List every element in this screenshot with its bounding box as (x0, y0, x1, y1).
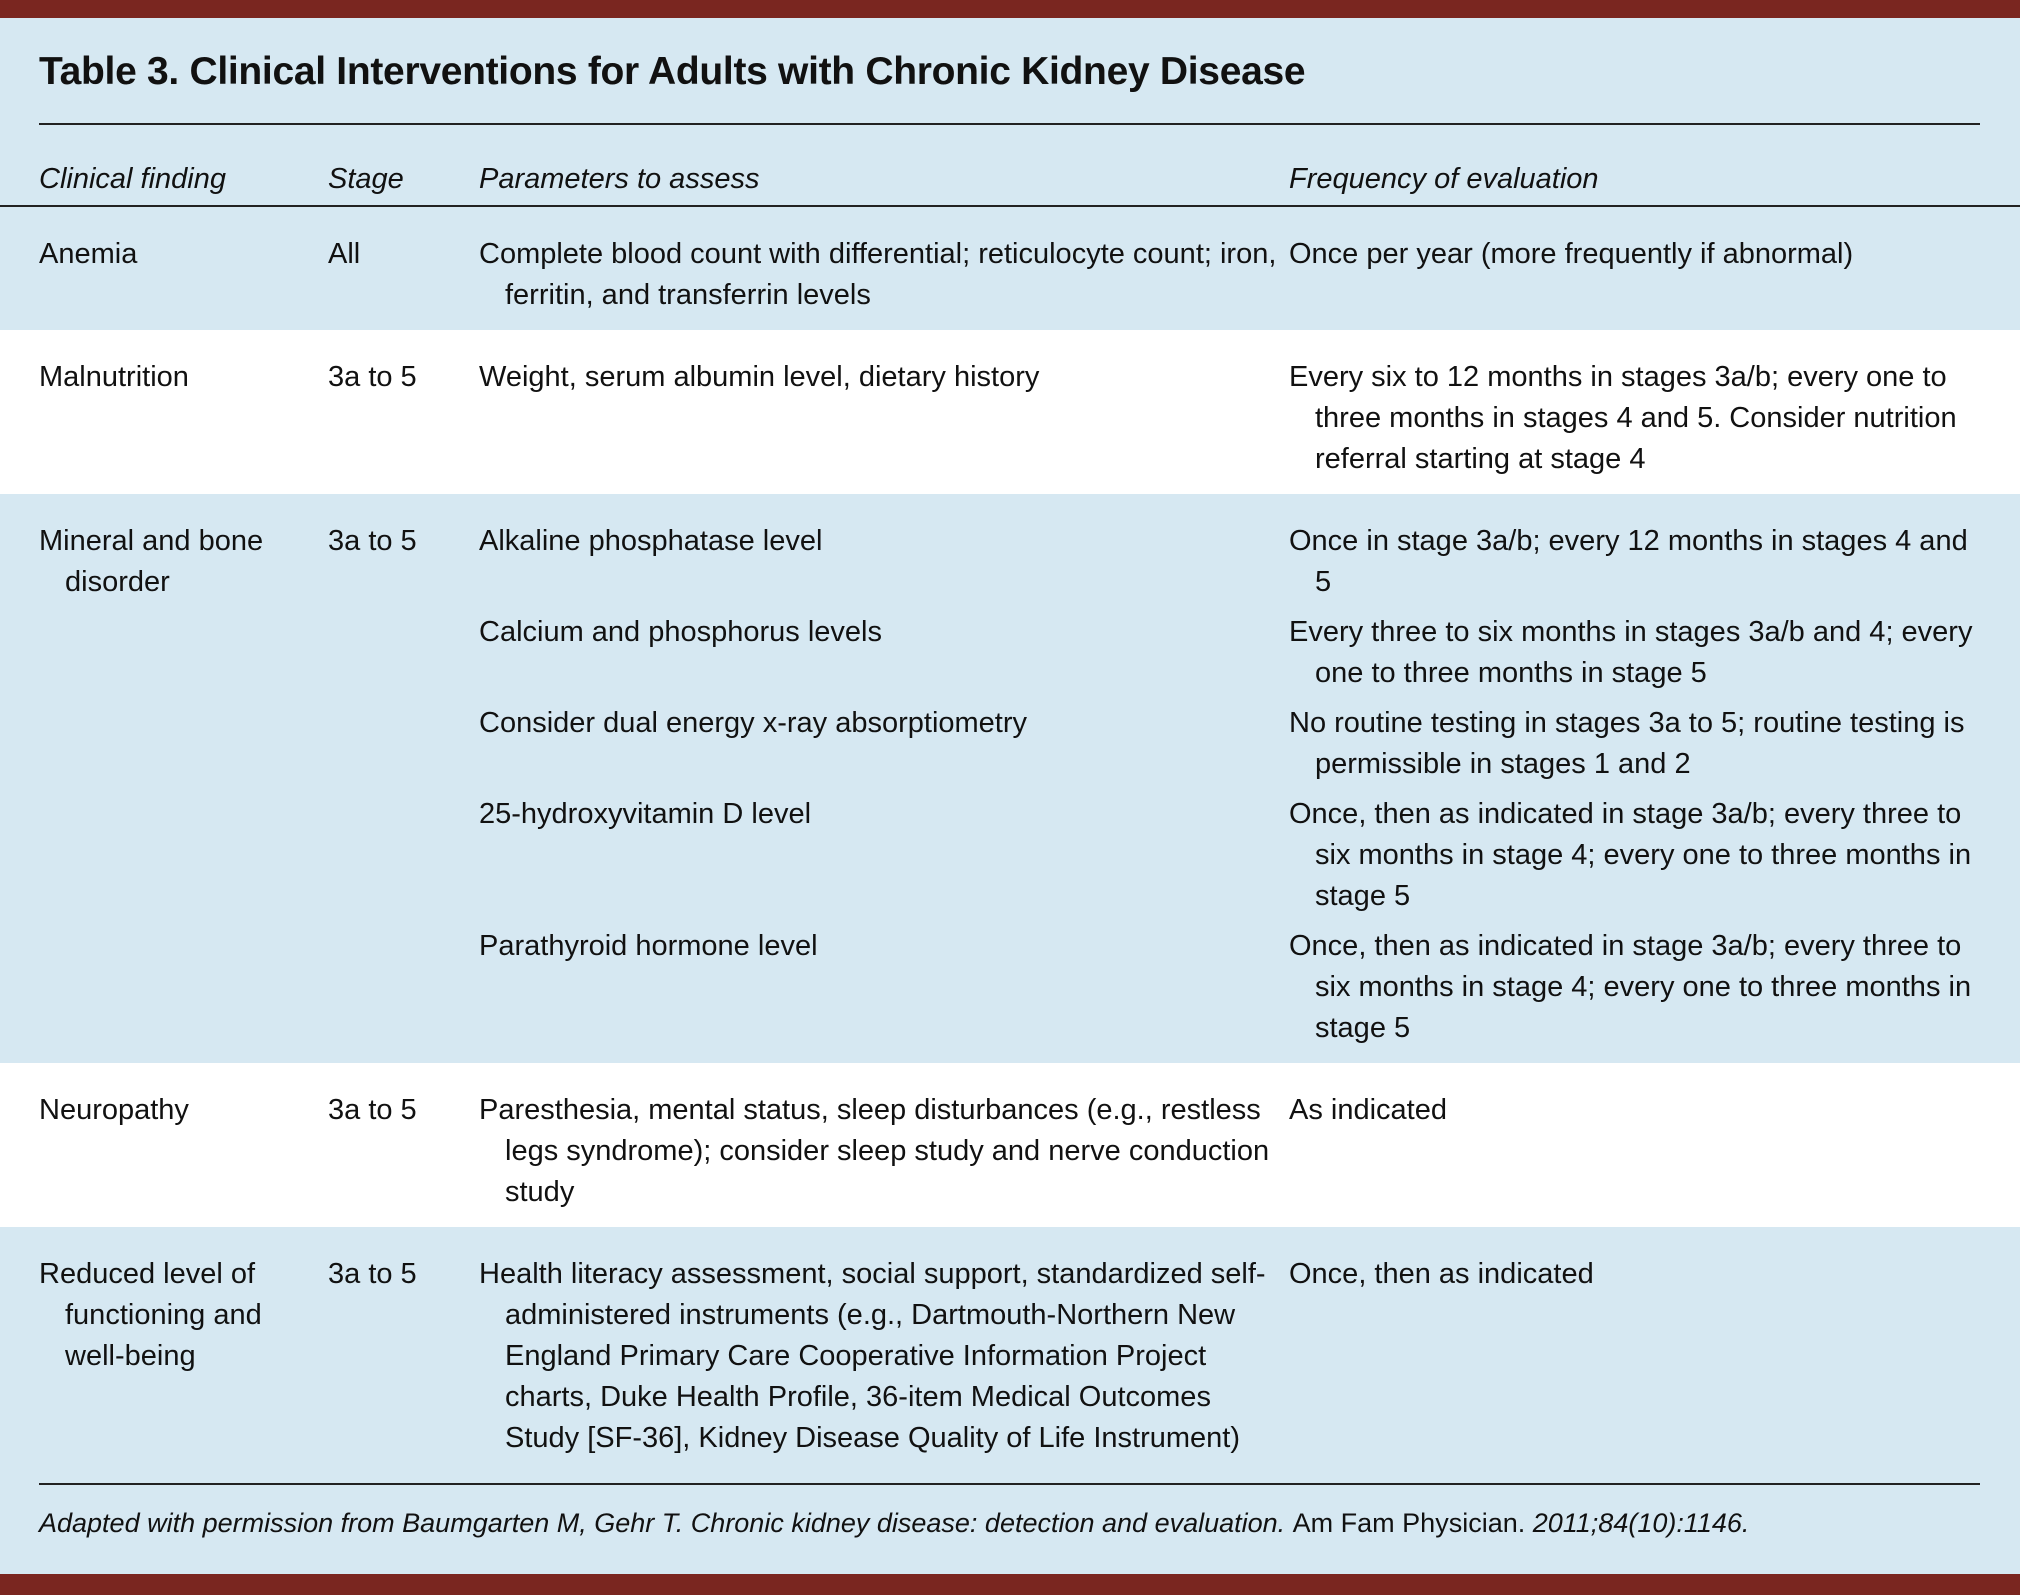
parameter: Health literacy assessment, social suppo… (479, 1258, 1266, 1454)
header-parameters: Parameters to assess (479, 154, 1289, 207)
bottom-band (0, 1574, 2020, 1595)
frequency: Once, then as indicated (1289, 1258, 1594, 1290)
clinical-finding-cell: Anemia (0, 206, 328, 330)
table-title: Table 3. Clinical Interventions for Adul… (39, 50, 1306, 93)
footnote-text: Adapted with permission from Baumgarten … (39, 1508, 1293, 1538)
top-band (0, 0, 2020, 18)
stage: 3a to 5 (328, 1258, 417, 1290)
stage-cell: 3a to 5 (328, 1063, 479, 1227)
stage: All (328, 238, 361, 270)
footnote: Adapted with permission from Baumgarten … (39, 1508, 1749, 1539)
parameter-cell: Calcium and phosphorus levels (479, 612, 1289, 703)
table-row: Anemia All Complete blood count with diffe… (0, 206, 2020, 330)
frequency-cell: Once, then as indicated in stage 3a/b; e… (1289, 794, 2020, 926)
footnote-citation: 2011;84(10):1146. (1525, 1508, 1750, 1538)
frequency: Once per year (more frequently if abnorm… (1289, 238, 1854, 270)
table-row: Neuropathy 3a to 5 Paresthesia, mental sta… (0, 1063, 2020, 1227)
header-clinical-finding: Clinical finding (0, 154, 328, 207)
footnote-journal: Am Fam Physician. (1292, 1508, 1526, 1538)
clinical-finding-cell: Neuropathy (0, 1063, 328, 1227)
frequency: Once, then as indicated in stage 3a/b; e… (1289, 930, 1972, 1044)
parameter: Paresthesia, mental status, sleep distur… (479, 1094, 1270, 1208)
header-stage: Stage (328, 154, 479, 207)
parameter-cell: Alkaline phosphatase level (479, 494, 1289, 612)
frequency: Every three to six months in stages 3a/b… (1289, 616, 1973, 689)
header-row: Clinical finding Stage Parameters to ass… (0, 154, 2020, 207)
clinical-finding: Malnutrition (39, 361, 189, 393)
frequency-cell: As indicated (1289, 1063, 2020, 1227)
table-row: Reduced level of functioning and well-be… (0, 1227, 2020, 1473)
parameter-cell: Health literacy assessment, social suppo… (479, 1227, 1289, 1473)
parameter: Alkaline phosphatase level (479, 525, 823, 557)
frequency: No routine testing in stages 3a to 5; ro… (1289, 707, 1965, 780)
frequency-cell: Once in stage 3a/b; every 12 months in s… (1289, 494, 2020, 612)
table-row: Malnutrition 3a to 5 Weight, serum albumin… (0, 330, 2020, 494)
stage-cell: 3a to 5 (328, 330, 479, 494)
stage-cell: All (328, 206, 479, 330)
parameter: Calcium and phosphorus levels (479, 616, 882, 648)
frequency-cell: No routine testing in stages 3a to 5; ro… (1289, 703, 2020, 794)
clinical-finding-cell: Mineral and bone disorder (0, 494, 328, 1063)
parameter-cell: 25-hydroxyvitamin D level (479, 794, 1289, 926)
parameter: Parathyroid hormone level (479, 930, 818, 962)
clinical-finding: Mineral and bone disorder (39, 525, 264, 598)
title-rule (39, 123, 1980, 125)
parameter-cell: Parathyroid hormone level (479, 926, 1289, 1063)
stage: 3a to 5 (328, 361, 417, 393)
table-row: Mineral and bone disorder 3a to 5 Alkaline… (0, 494, 2020, 1063)
parameter-cell: Consider dual energy x-ray absorptiometr… (479, 703, 1289, 794)
header-frequency: Frequency of evaluation (1289, 154, 2020, 207)
bottom-rule (39, 1483, 1980, 1485)
interventions-table: Clinical finding Stage Parameters to ass… (0, 154, 2020, 1473)
frequency-cell: Once, then as indicated (1289, 1227, 2020, 1473)
stage: 3a to 5 (328, 525, 417, 557)
clinical-finding-cell: Malnutrition (0, 330, 328, 494)
stage-cell: 3a to 5 (328, 1227, 479, 1473)
parameter-cell: Complete blood count with differential; … (479, 206, 1289, 330)
frequency: Every six to 12 months in stages 3a/b; e… (1289, 361, 1957, 475)
frequency-cell: Once, then as indicated in stage 3a/b; e… (1289, 926, 2020, 1063)
frequency: As indicated (1289, 1094, 1447, 1126)
table-row: Parathyroid hormone level Once, then as i… (0, 926, 2020, 1063)
stage: 3a to 5 (328, 1094, 417, 1126)
table-row: 25-hydroxyvitamin D level Once, then as i… (0, 794, 2020, 926)
clinical-finding-cell: Reduced level of functioning and well-be… (0, 1227, 328, 1473)
parameter: Consider dual energy x-ray absorptiometr… (479, 707, 1028, 739)
parameter: Weight, serum albumin level, dietary his… (479, 361, 1040, 393)
clinical-finding: Reduced level of functioning and well-be… (39, 1258, 262, 1372)
clinical-finding: Anemia (39, 238, 138, 270)
stage-cell: 3a to 5 (328, 494, 479, 1063)
parameter: Complete blood count with differential; … (479, 238, 1277, 311)
frequency-cell: Every six to 12 months in stages 3a/b; e… (1289, 330, 2020, 494)
frequency: Once, then as indicated in stage 3a/b; e… (1289, 798, 1972, 912)
parameter-cell: Paresthesia, mental status, sleep distur… (479, 1063, 1289, 1227)
clinical-finding: Neuropathy (39, 1094, 189, 1126)
frequency-cell: Every three to six months in stages 3a/b… (1289, 612, 2020, 703)
frequency: Once in stage 3a/b; every 12 months in s… (1289, 525, 1968, 598)
table-row: Consider dual energy x-ray absorptiometr… (0, 703, 2020, 794)
frequency-cell: Once per year (more frequently if abnorm… (1289, 206, 2020, 330)
parameter-cell: Weight, serum albumin level, dietary his… (479, 330, 1289, 494)
parameter: 25-hydroxyvitamin D level (479, 798, 812, 830)
table-row: Calcium and phosphorus levels Every three… (0, 612, 2020, 703)
